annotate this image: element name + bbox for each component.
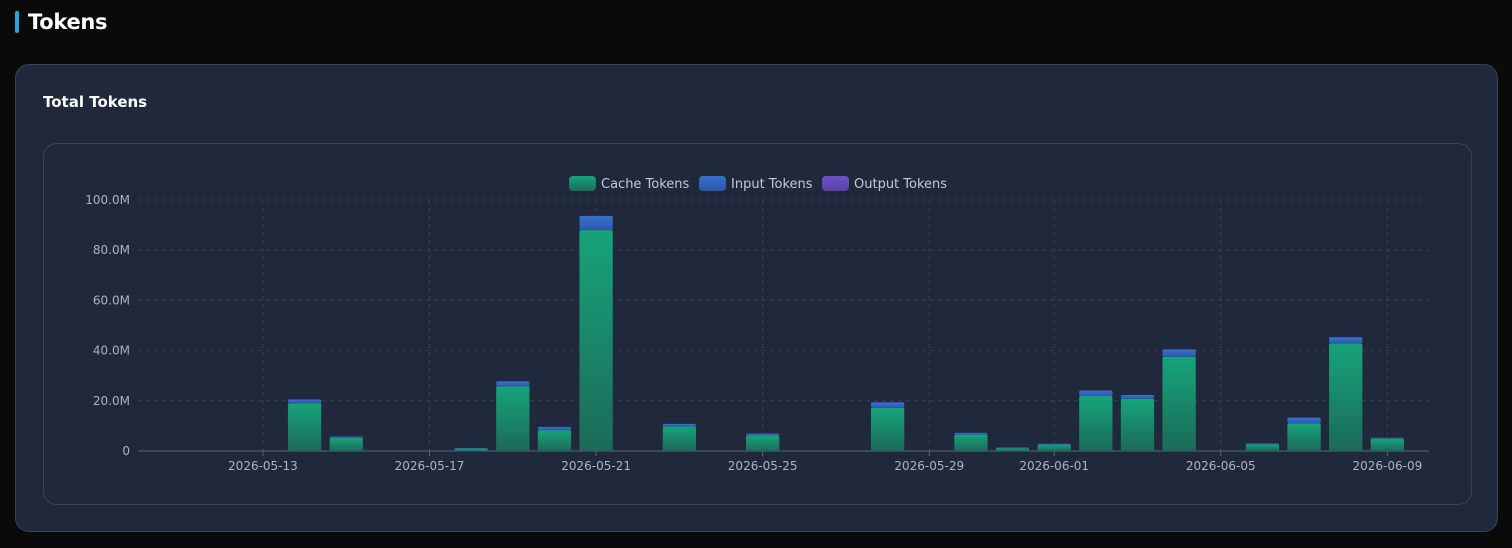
cache-tokens-bar — [454, 448, 488, 451]
x-tick-label: 2026-06-09 — [1352, 459, 1422, 473]
card-title: Total Tokens — [43, 93, 148, 111]
x-tick-label: 2026-05-13 — [228, 459, 298, 473]
cache-tokens-bar — [329, 437, 363, 451]
input-tokens-bar — [579, 215, 613, 231]
chart-container: 0 20.0M 40.0M 60.0M 80.0M 100.0M 2026-05-13 202… — [43, 143, 1472, 505]
section-header: Tokens — [15, 10, 108, 34]
legend-label: Cache Tokens — [601, 177, 690, 192]
legend-swatch — [822, 176, 849, 191]
cache-tokens-bar — [1329, 343, 1363, 451]
input-tokens-bar — [1079, 390, 1113, 397]
legend-swatch — [569, 176, 596, 191]
cache-tokens-bar — [954, 434, 988, 451]
cache-tokens-bar — [287, 403, 322, 451]
input-tokens-bar — [954, 432, 988, 435]
grid-layer — [138, 199, 1429, 452]
bars-layer — [287, 215, 1405, 451]
legend-label: Output Tokens — [854, 177, 947, 192]
section-title: Tokens — [28, 10, 108, 34]
x-tick-label: 2026-05-17 — [395, 459, 465, 473]
cache-tokens-bar — [1037, 444, 1071, 451]
input-tokens-bar — [1162, 349, 1196, 357]
cache-tokens-bar — [496, 386, 530, 451]
legend-item: Output Tokens — [822, 176, 947, 192]
legend-item: Input Tokens — [699, 176, 813, 192]
cache-tokens-bar — [662, 426, 697, 451]
input-tokens-bar — [1329, 337, 1363, 344]
x-tick-label: 2026-05-21 — [561, 459, 631, 473]
input-tokens-bar — [287, 399, 322, 404]
x-tick-label: 2026-05-29 — [894, 459, 964, 473]
input-tokens-bar — [662, 423, 697, 427]
cache-tokens-bar — [746, 435, 780, 451]
input-tokens-bar — [995, 447, 1030, 449]
cache-tokens-bar — [1079, 396, 1113, 451]
y-tick-label: 100.0M — [85, 193, 130, 207]
y-tick-label: 20.0M — [93, 394, 130, 408]
y-tick-label: 40.0M — [93, 344, 130, 358]
x-tick-label: 2026-05-25 — [728, 459, 798, 473]
cache-tokens-bar — [995, 447, 1030, 451]
cache-tokens-bar — [1287, 423, 1321, 451]
cache-tokens-bar — [1162, 356, 1196, 451]
cache-tokens-bar — [1370, 438, 1405, 451]
input-tokens-bar — [454, 447, 488, 449]
y-tick-label: 0 — [122, 444, 130, 458]
input-tokens-bar — [1120, 395, 1155, 399]
cache-tokens-bar — [579, 230, 613, 451]
total-tokens-card: Total Tokens 0 20.0M 40.0M 60.0M 80.0M 100.0M… — [15, 64, 1498, 532]
legend-item: Cache Tokens — [569, 176, 690, 192]
input-tokens-bar — [329, 436, 363, 438]
input-tokens-bar — [1287, 417, 1321, 424]
input-tokens-bar — [870, 402, 905, 408]
x-tick-label: 2026-06-01 — [1019, 459, 1089, 473]
cache-tokens-bar — [1245, 443, 1280, 451]
input-tokens-bar — [1370, 437, 1405, 439]
input-tokens-bar — [746, 433, 780, 436]
input-tokens-bar — [1037, 443, 1071, 445]
legend-label: Input Tokens — [731, 177, 813, 192]
y-tick-label: 60.0M — [93, 293, 130, 307]
input-tokens-bar — [1245, 443, 1280, 445]
legend-swatch — [699, 176, 726, 191]
cache-tokens-bar — [537, 430, 572, 451]
axis-layer: 0 20.0M 40.0M 60.0M 80.0M 100.0M 2026-05-13 202… — [85, 193, 1429, 473]
section-accent-bar — [15, 11, 19, 33]
y-tick-label: 80.0M — [93, 243, 130, 257]
cache-tokens-bar — [1120, 398, 1155, 451]
x-tick-label: 2026-06-05 — [1186, 459, 1256, 473]
total-tokens-chart: 0 20.0M 40.0M 60.0M 80.0M 100.0M 2026-05-13 202… — [85, 176, 1429, 473]
input-tokens-bar — [496, 381, 530, 387]
input-tokens-bar — [537, 426, 572, 431]
legend: Cache Tokens Input Tokens Output Tokens — [569, 176, 947, 192]
cache-tokens-bar — [870, 407, 905, 451]
